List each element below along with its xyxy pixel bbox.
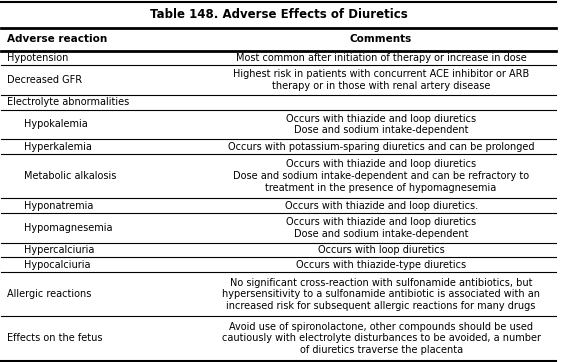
Text: Hypocalciuria: Hypocalciuria (24, 260, 90, 270)
Text: Hyponatremia: Hyponatremia (24, 201, 93, 211)
Text: Hypokalemia: Hypokalemia (24, 119, 88, 129)
Text: Adverse reaction: Adverse reaction (7, 34, 107, 45)
Text: Hypomagnesemia: Hypomagnesemia (24, 223, 112, 233)
Text: Effects on the fetus: Effects on the fetus (7, 333, 103, 344)
Text: Hypercalciuria: Hypercalciuria (24, 245, 94, 255)
Text: Occurs with potassium-sparing diuretics and can be prolonged: Occurs with potassium-sparing diuretics … (228, 142, 535, 152)
Text: Hypotension: Hypotension (7, 53, 69, 63)
Text: Allergic reactions: Allergic reactions (7, 289, 92, 299)
Text: Hyperkalemia: Hyperkalemia (24, 142, 92, 152)
Text: No significant cross-reaction with sulfonamide antibiotics, but
hypersensitivity: No significant cross-reaction with sulfo… (222, 278, 540, 311)
Text: Most common after initiation of therapy or increase in dose: Most common after initiation of therapy … (236, 53, 526, 63)
Text: Avoid use of spironolactone, other compounds should be used
cautiously with elec: Avoid use of spironolactone, other compo… (222, 322, 541, 355)
Text: Occurs with thiazide and loop diuretics
Dose and sodium intake-dependent and can: Occurs with thiazide and loop diuretics … (233, 160, 529, 193)
Text: Electrolyte abnormalities: Electrolyte abnormalities (7, 97, 129, 107)
Text: Metabolic alkalosis: Metabolic alkalosis (24, 171, 116, 181)
Text: Occurs with thiazide and loop diuretics.: Occurs with thiazide and loop diuretics. (285, 201, 478, 211)
Text: Highest risk in patients with concurrent ACE inhibitor or ARB
therapy or in thos: Highest risk in patients with concurrent… (233, 70, 529, 91)
Text: Table 148. Adverse Effects of Diuretics: Table 148. Adverse Effects of Diuretics (150, 8, 407, 21)
Text: Occurs with thiazide and loop diuretics
Dose and sodium intake-dependent: Occurs with thiazide and loop diuretics … (286, 114, 476, 135)
Text: Comments: Comments (350, 34, 412, 45)
Text: Occurs with loop diuretics: Occurs with loop diuretics (318, 245, 445, 255)
Text: Occurs with thiazide and loop diuretics
Dose and sodium intake-dependent: Occurs with thiazide and loop diuretics … (286, 217, 476, 239)
Text: Decreased GFR: Decreased GFR (7, 75, 82, 85)
Text: Occurs with thiazide-type diuretics: Occurs with thiazide-type diuretics (296, 260, 466, 270)
